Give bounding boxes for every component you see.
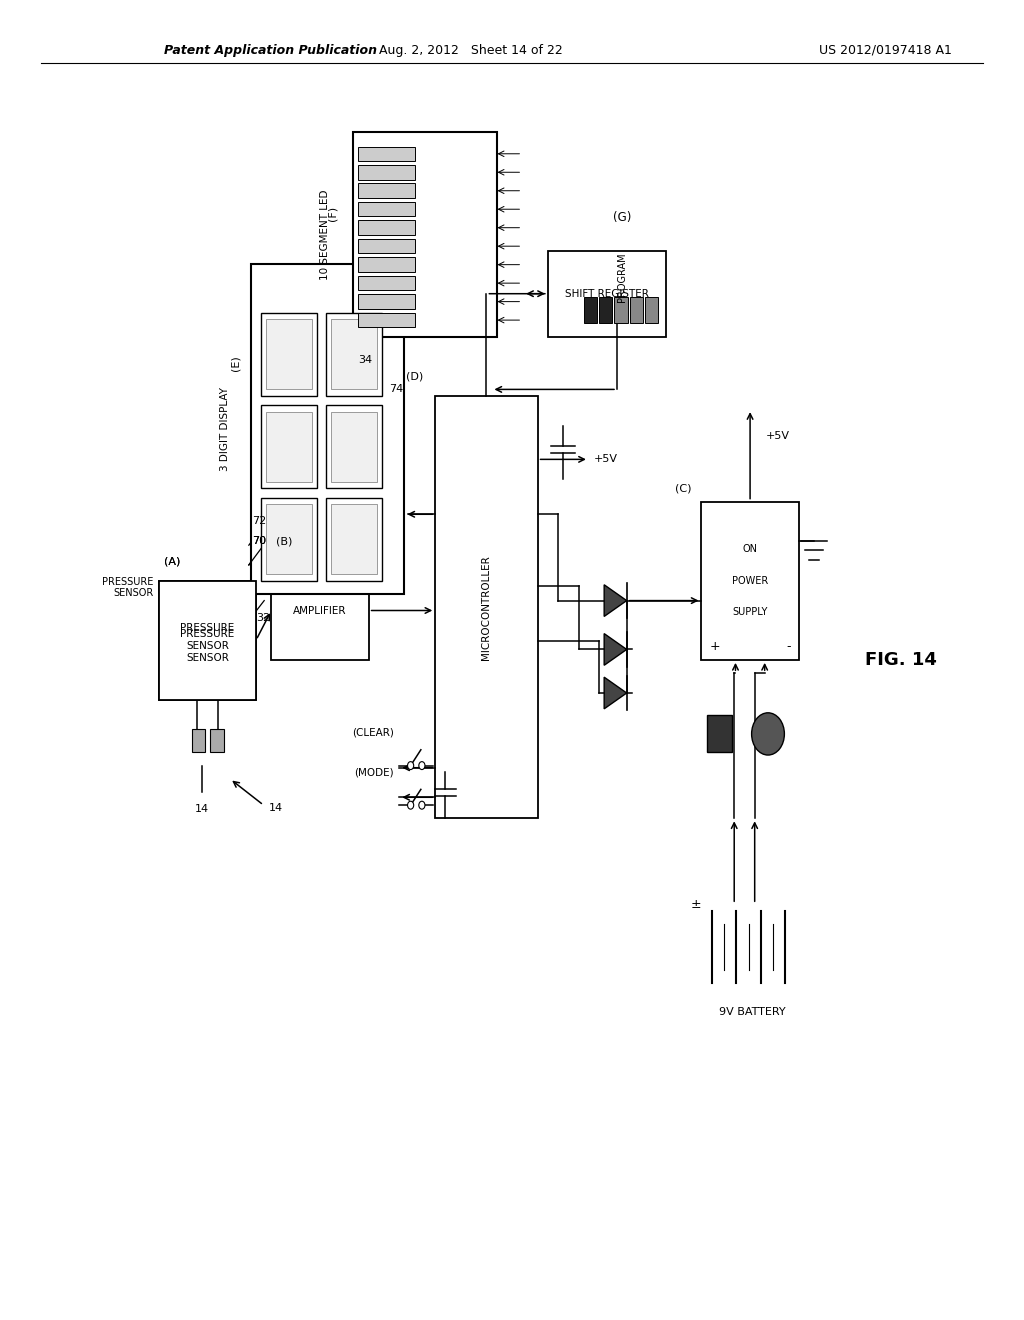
Text: 3 DIGIT DISPLAY: 3 DIGIT DISPLAY (220, 387, 230, 471)
Text: PRESSURE
SENSOR: PRESSURE SENSOR (180, 630, 234, 651)
Text: 32: 32 (256, 612, 270, 623)
Polygon shape (604, 585, 627, 616)
Circle shape (752, 713, 784, 755)
Circle shape (408, 762, 414, 770)
Bar (584, 297, 597, 323)
Text: 14: 14 (268, 803, 283, 813)
Bar (358, 147, 415, 161)
Text: AMPLIFIER: AMPLIFIER (293, 606, 347, 615)
Bar (548, 251, 666, 337)
Bar (326, 498, 382, 581)
Bar (358, 165, 415, 180)
Text: +5V: +5V (594, 454, 617, 465)
Bar (353, 132, 497, 337)
Circle shape (419, 762, 425, 770)
Bar (251, 264, 404, 594)
Bar (614, 297, 628, 323)
Text: ON: ON (742, 544, 758, 554)
Text: (A): (A) (164, 556, 180, 566)
Bar (271, 561, 369, 660)
Bar (630, 297, 643, 323)
Bar (358, 220, 415, 235)
Bar (331, 412, 377, 482)
Bar (266, 319, 312, 389)
Text: SHIFT REGISTER: SHIFT REGISTER (565, 289, 648, 298)
Text: (CLEAR): (CLEAR) (352, 727, 394, 738)
Bar (326, 405, 382, 488)
Bar (358, 257, 415, 272)
Bar (266, 412, 312, 482)
Bar (331, 504, 377, 574)
Text: 14: 14 (196, 804, 209, 814)
Bar (193, 729, 205, 752)
Bar (358, 294, 415, 309)
Bar (358, 183, 415, 198)
Text: POWER: POWER (732, 576, 768, 586)
Text: SUPPLY: SUPPLY (732, 607, 768, 618)
Text: 70: 70 (252, 536, 266, 546)
Text: 74: 74 (389, 384, 403, 395)
Bar (358, 239, 415, 253)
Circle shape (408, 801, 414, 809)
Text: 72: 72 (252, 516, 266, 527)
Bar (266, 504, 312, 574)
Bar (435, 396, 538, 818)
Bar (261, 405, 317, 488)
Text: US 2012/0197418 A1: US 2012/0197418 A1 (819, 44, 952, 57)
Text: (B): (B) (276, 536, 293, 546)
Text: MICROCONTROLLER: MICROCONTROLLER (481, 554, 492, 660)
Text: 34: 34 (358, 355, 373, 366)
Text: FIG. 14: FIG. 14 (865, 651, 937, 669)
Bar (331, 319, 377, 389)
Text: 9V BATTERY: 9V BATTERY (719, 1007, 786, 1018)
Text: (MODE): (MODE) (354, 767, 394, 777)
Text: PROGRAM: PROGRAM (617, 252, 627, 302)
Text: PRESSURE
SENSOR: PRESSURE SENSOR (102, 577, 154, 598)
Text: Aug. 2, 2012   Sheet 14 of 22: Aug. 2, 2012 Sheet 14 of 22 (379, 44, 563, 57)
Text: (A): (A) (164, 556, 180, 566)
Bar (159, 581, 256, 700)
Bar (211, 729, 224, 752)
Bar (707, 715, 732, 752)
Text: SENSOR: SENSOR (186, 653, 228, 663)
Text: 70: 70 (252, 536, 266, 546)
Bar (326, 313, 382, 396)
Bar (261, 498, 317, 581)
Text: +: + (710, 640, 720, 653)
Text: ±: ± (691, 898, 701, 911)
Bar (599, 297, 612, 323)
Bar (358, 202, 415, 216)
Polygon shape (604, 634, 627, 665)
Bar (358, 313, 415, 327)
Polygon shape (604, 677, 627, 709)
Text: Patent Application Publication: Patent Application Publication (164, 44, 377, 57)
Bar (159, 581, 256, 700)
Text: (E): (E) (230, 355, 241, 371)
Bar (261, 313, 317, 396)
Text: (F): (F) (328, 206, 338, 222)
Text: (G): (G) (613, 211, 631, 224)
Text: (D): (D) (407, 371, 423, 381)
Circle shape (419, 801, 425, 809)
Text: PRESSURE: PRESSURE (180, 623, 234, 634)
Text: (C): (C) (675, 483, 691, 494)
Text: +5V: +5V (766, 430, 790, 441)
Bar (701, 502, 799, 660)
Bar (358, 276, 415, 290)
Bar (645, 297, 658, 323)
Text: 10 SEGMENT LED: 10 SEGMENT LED (319, 189, 330, 280)
Text: -: - (786, 640, 791, 653)
